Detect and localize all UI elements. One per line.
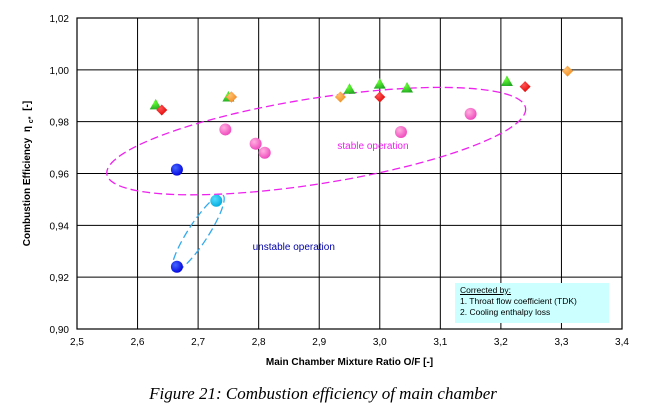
data-point-diamond	[225, 91, 237, 103]
y-axis-label-symbol: η	[22, 126, 33, 132]
x-tick-label: 3,0	[373, 337, 387, 348]
data-point-circle	[394, 126, 407, 139]
data-point-diamond	[156, 104, 168, 116]
y-tick-label: 1,00	[50, 66, 70, 77]
y-axis-label-text: Combustion Efficiency	[22, 137, 33, 246]
x-tick-label: 2,8	[252, 337, 266, 348]
data-point-triangle	[149, 98, 162, 110]
data-point-triangle	[373, 78, 386, 89]
data-point-diamond	[334, 91, 346, 103]
region-ellipse	[171, 194, 225, 273]
y-tick-label: 0,90	[50, 325, 70, 336]
figure-caption: Figure 21: Combustion efficiency of main…	[149, 384, 497, 403]
annotations: stable operation unstable operation	[253, 141, 409, 253]
data-point-circle	[258, 146, 271, 159]
y-tick-label: 1,02	[50, 14, 70, 25]
region-ellipse	[106, 86, 527, 196]
x-tick-label: 2,9	[312, 337, 326, 348]
x-tick-label: 3,4	[615, 337, 629, 348]
y-tick-label: 0,96	[50, 170, 70, 181]
y-axis-label-subscript: c*	[28, 116, 35, 123]
x-tick-label: 3,2	[494, 337, 508, 348]
y-axis-label-unit: [-]	[22, 101, 33, 111]
correction-note-header: Corrected by:	[460, 285, 512, 295]
region-annotation: stable operation	[337, 141, 408, 152]
x-tick-label: 3,3	[554, 337, 568, 348]
operation-regions	[106, 86, 527, 273]
grid-lines	[76, 17, 623, 330]
x-axis-label: Main Chamber Mixture Ratio O/F [-]	[266, 357, 433, 368]
x-tick-label: 3,1	[433, 337, 447, 348]
data-point-triangle	[500, 75, 513, 86]
data-point-diamond	[374, 91, 386, 103]
x-tick-label: 2,6	[131, 337, 145, 348]
data-point-diamond	[562, 65, 573, 77]
tick-labels: 2,5 2,6 2,7 2,8 2,9 3,0 3,1 3,2 3,3 3,4 0,90 0,92 0,…	[50, 14, 630, 348]
data-point-circle	[249, 137, 262, 150]
data-point-diamond	[519, 81, 531, 93]
data-point-circle	[464, 107, 477, 120]
correction-note: Corrected by: 1. Throat flow coefficient…	[455, 283, 609, 323]
data-point-circle	[219, 123, 232, 136]
x-tick-label: 2,7	[191, 337, 205, 348]
data-point-triangle	[343, 83, 356, 94]
correction-note-line: 1. Throat flow coefficient (TDK)	[460, 296, 577, 306]
plot-frame	[76, 17, 623, 330]
data-point-circle	[210, 194, 223, 207]
data-markers	[149, 65, 573, 273]
region-annotation: unstable operation	[253, 242, 335, 253]
x-tick-label: 2,5	[70, 337, 84, 348]
y-axis-label: Combustion Efficiency η c* [-]	[22, 101, 36, 246]
y-tick-label: 0,92	[50, 273, 70, 284]
correction-note-line: 2. Cooling enthalpy loss	[460, 307, 551, 317]
y-tick-label: 0,98	[50, 118, 70, 129]
y-tick-label: 0,94	[50, 221, 70, 232]
data-point-triangle	[401, 81, 414, 93]
data-point-circle	[170, 260, 183, 273]
data-point-circle	[170, 163, 183, 176]
